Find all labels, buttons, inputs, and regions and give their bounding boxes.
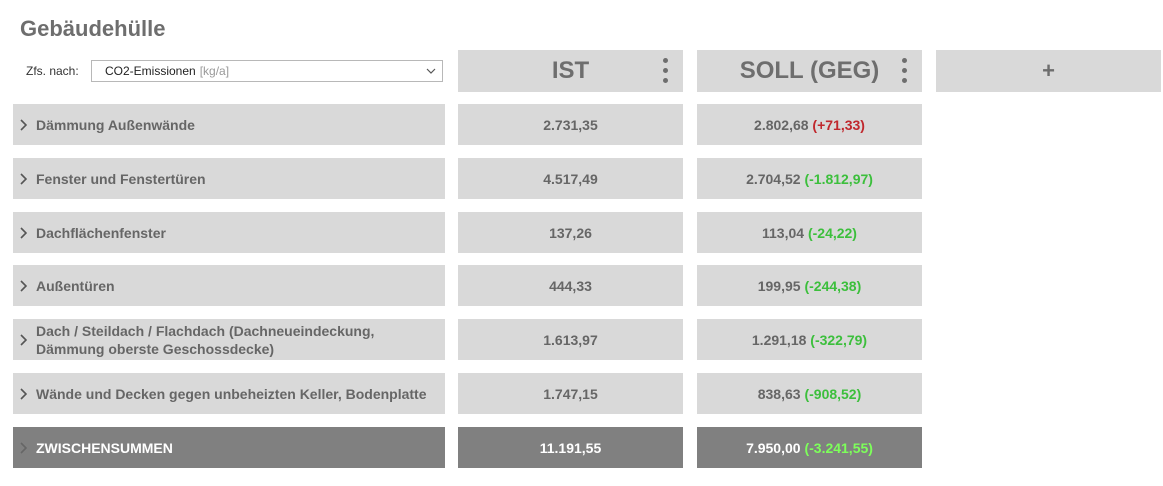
column-header-ist: IST bbox=[458, 50, 683, 92]
kebab-menu-icon[interactable] bbox=[661, 58, 669, 84]
row-label-text: Fenster und Fenstertüren bbox=[36, 170, 206, 187]
soll-value: 2.704,52 bbox=[746, 170, 801, 187]
chevron-right-icon bbox=[20, 279, 27, 292]
table-row-label[interactable]: Außentüren bbox=[13, 265, 445, 306]
cell-soll: 199,95 (-244,38) bbox=[697, 265, 922, 306]
column-header-soll: SOLL (GEG) bbox=[697, 50, 922, 92]
cell-ist: 444,33 bbox=[458, 265, 683, 306]
chevron-down-icon bbox=[426, 68, 436, 74]
column-header-soll-label: SOLL (GEG) bbox=[739, 57, 880, 84]
chevron-right-icon bbox=[20, 118, 27, 131]
chevron-right-icon bbox=[20, 226, 27, 239]
cell-soll: 2.802,68 (+71,33) bbox=[697, 104, 922, 145]
row-label-text: Dachflächenfenster bbox=[36, 224, 166, 241]
soll-value: 838,63 bbox=[757, 385, 801, 402]
summary-by-value: CO2-Emissionen bbox=[105, 64, 196, 78]
cell-soll: 1.291,18 (-322,79) bbox=[697, 319, 922, 360]
row-label-text: Dach / Steildach / Flachdach (Dachneuein… bbox=[36, 322, 375, 357]
subtotal-soll-diff: (-3.241,55) bbox=[804, 439, 873, 456]
summary-by-select[interactable]: CO2-Emissionen [kg/a] bbox=[91, 60, 443, 82]
cell-soll: 113,04 (-24,22) bbox=[697, 212, 922, 253]
table-row-label[interactable]: Dämmung Außenwände bbox=[13, 104, 445, 145]
soll-value: 2.802,68 bbox=[754, 116, 809, 133]
cell-ist: 2.731,35 bbox=[458, 104, 683, 145]
soll-diff: (-908,52) bbox=[804, 385, 862, 402]
cell-ist: 137,26 bbox=[458, 212, 683, 253]
cell-soll: 838,63 (-908,52) bbox=[697, 373, 922, 414]
cell-ist: 1.747,15 bbox=[458, 373, 683, 414]
subtotal-row-label[interactable]: ZWISCHENSUMMEN bbox=[13, 427, 445, 468]
soll-diff: (-24,22) bbox=[807, 224, 857, 241]
summary-by-unit: [kg/a] bbox=[199, 64, 230, 78]
cell-ist: 1.613,97 bbox=[458, 319, 683, 360]
soll-diff: (-244,38) bbox=[804, 277, 862, 294]
column-header-ist-label: IST bbox=[551, 57, 590, 84]
kebab-menu-icon[interactable] bbox=[900, 58, 908, 84]
soll-value: 199,95 bbox=[757, 277, 801, 294]
table-row-label[interactable]: Dachflächenfenster bbox=[13, 212, 445, 253]
subtotal-soll-value: 7.950,00 bbox=[746, 439, 801, 456]
soll-diff: (-1.812,97) bbox=[804, 170, 873, 187]
subtotal-label-text: ZWISCHENSUMMEN bbox=[36, 439, 173, 456]
cell-ist: 4.517,49 bbox=[458, 158, 683, 199]
subtotal-ist: 11.191,55 bbox=[458, 427, 683, 468]
row-label-text: Wände und Decken gegen unbeheizten Kelle… bbox=[36, 385, 427, 402]
chevron-right-icon bbox=[20, 172, 27, 185]
soll-value: 113,04 bbox=[762, 224, 805, 241]
soll-diff: (+71,33) bbox=[812, 116, 865, 133]
row-label-text: Dämmung Außenwände bbox=[36, 116, 195, 133]
add-column-button[interactable]: + bbox=[936, 50, 1161, 92]
chevron-right-icon bbox=[20, 333, 27, 346]
soll-value: 1.291,18 bbox=[751, 331, 807, 348]
soll-diff: (-322,79) bbox=[810, 331, 868, 348]
summary-by-label: Zfs. nach: bbox=[26, 64, 79, 78]
table-row-label[interactable]: Dach / Steildach / Flachdach (Dachneuein… bbox=[13, 319, 445, 360]
chevron-right-icon bbox=[20, 387, 27, 400]
subtotal-soll: 7.950,00 (-3.241,55) bbox=[697, 427, 922, 468]
cell-soll: 2.704,52 (-1.812,97) bbox=[697, 158, 922, 199]
page-title: Gebäudehülle bbox=[20, 16, 166, 41]
chevron-right-icon bbox=[20, 441, 27, 454]
row-label-text: Außentüren bbox=[36, 277, 115, 294]
table-row-label[interactable]: Fenster und Fenstertüren bbox=[13, 158, 445, 199]
table-row-label[interactable]: Wände und Decken gegen unbeheizten Kelle… bbox=[13, 373, 445, 414]
